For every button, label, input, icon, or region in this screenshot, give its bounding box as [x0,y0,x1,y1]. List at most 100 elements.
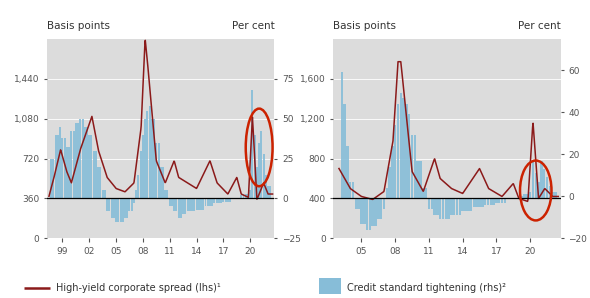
Bar [258,142,260,198]
Bar [106,198,108,211]
Bar [70,131,73,198]
Bar [240,195,242,198]
Bar [464,198,467,211]
Bar [151,119,153,198]
Bar [113,198,115,218]
Bar [549,186,551,198]
Bar [470,198,473,211]
Bar [501,198,503,203]
Bar [532,161,534,198]
Bar [166,190,169,198]
Bar [160,167,162,198]
Bar [428,198,430,209]
Bar [115,198,117,222]
Bar [198,198,200,210]
Bar [352,182,354,198]
Bar [104,190,106,198]
Bar [171,198,173,207]
Bar [383,198,385,209]
Bar [66,147,68,198]
Bar [487,198,489,205]
Bar [372,198,374,226]
Bar [137,175,139,198]
Bar [414,135,416,198]
Bar [178,198,179,218]
Bar [394,125,396,198]
Bar [385,188,388,198]
Bar [133,198,135,203]
Bar [265,175,267,198]
Bar [433,198,436,215]
Bar [417,161,419,198]
Bar [155,142,158,198]
Bar [211,198,213,207]
Bar [520,196,523,198]
Bar [95,150,97,198]
Bar [225,198,227,202]
Bar [68,147,70,198]
Bar [182,198,184,215]
Bar [55,135,57,198]
Bar [90,135,93,198]
Bar [100,167,101,198]
Bar [131,198,133,211]
Bar [467,198,470,211]
Bar [399,93,402,198]
Bar [175,198,178,211]
Bar [186,198,189,211]
Bar [117,198,119,222]
Bar [369,198,371,230]
Bar [484,198,486,205]
Bar [84,127,86,198]
Bar [436,198,438,215]
Bar [456,198,458,215]
Bar [425,188,427,198]
Text: High-yield corporate spread (lhs)¹: High-yield corporate spread (lhs)¹ [56,283,221,293]
Bar [53,159,54,198]
Bar [249,190,251,198]
Bar [439,198,441,220]
Bar [202,198,204,210]
Bar [523,194,526,198]
Bar [120,198,122,222]
Bar [79,119,81,198]
Bar [453,198,455,215]
Bar [535,173,537,198]
Bar [146,111,148,198]
Bar [498,198,500,203]
Bar [189,198,191,211]
Bar [419,161,422,198]
Bar [481,198,484,207]
Bar [214,198,215,203]
Bar [200,198,202,210]
Bar [158,142,159,198]
Bar [97,167,99,198]
Bar [144,119,146,198]
Bar [405,104,408,198]
Bar [229,198,231,202]
Bar [355,198,357,209]
Bar [122,198,124,222]
Bar [343,104,346,198]
Bar [526,194,529,198]
Bar [173,198,175,211]
Bar [242,195,244,198]
Bar [218,198,220,203]
Bar [191,198,193,211]
Bar [140,150,142,198]
Bar [205,198,206,207]
Bar [216,198,218,203]
Bar [408,114,411,198]
Bar [256,167,258,198]
Bar [245,194,247,198]
Bar [81,119,84,198]
Bar [504,198,506,203]
Bar [124,198,126,218]
Bar [346,146,349,198]
Bar [267,186,269,198]
Text: Basis points: Basis points [47,21,110,31]
Bar [495,198,497,203]
Bar [50,159,52,198]
Bar [61,138,63,198]
Bar [185,198,186,215]
